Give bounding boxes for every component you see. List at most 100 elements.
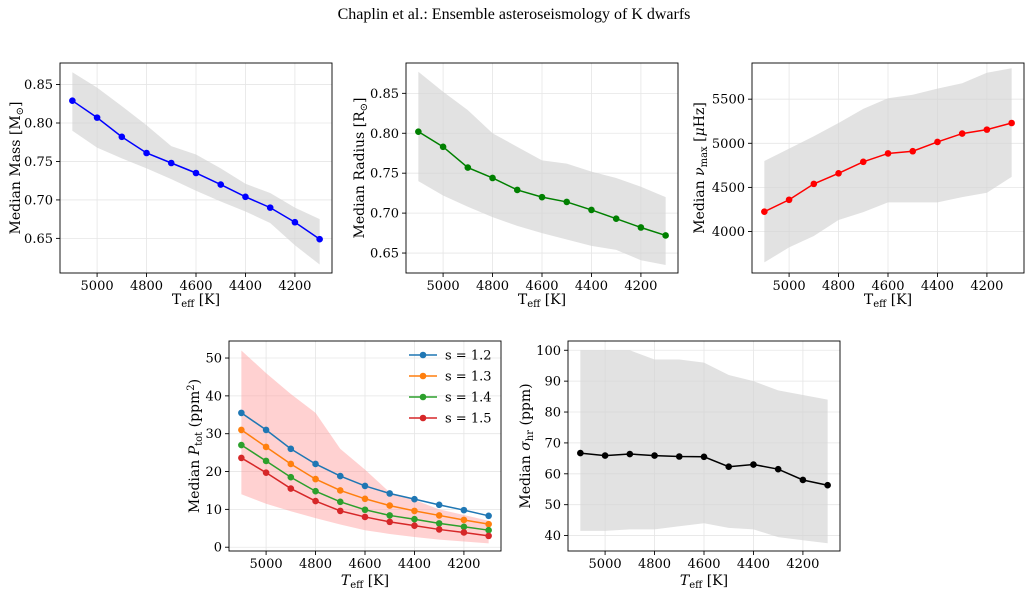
numax-point-0-1 [785,196,793,204]
sigma-xtick-label-0: 5000 [589,557,622,572]
mass-y-label: Median Mass [M⊙] [8,101,26,234]
sigma-point-0-6 [725,463,733,470]
sigma-point-0-7 [750,461,757,468]
ptot-point-3-6 [386,518,394,526]
numax-ytick-label-0: 4000 [712,225,745,240]
sigma-xtick-label-2: 4600 [687,557,720,572]
sigma-xtick-label-4: 4200 [786,557,819,572]
figure-title: Chaplin et al.: Ensemble asteroseismolog… [337,6,691,23]
ptot-point-3-5 [361,513,369,521]
mass-point-0-3 [143,149,150,157]
ptot-point-3-9 [460,529,468,536]
mass-ytick-label-2: 0.75 [24,155,53,170]
ptot-xtick-label-4: 4200 [447,557,480,572]
sigma-point-0-0 [577,449,584,457]
sigma-x-label: Teff [K] [680,573,728,591]
ptot-point-0-0 [238,409,245,417]
ptot-point-0-6 [386,490,394,497]
ptot-point-3-8 [435,526,443,533]
radius-xtick-label-4: 4200 [624,279,657,294]
ptot-legend-label-3: s = 1.5 [445,412,492,427]
mass-uncertainty-band [72,72,320,265]
ptot-ytick-label-2: 20 [205,465,222,480]
ptot-point-1-2 [287,460,295,468]
ptot-legend-marker-3 [419,414,427,422]
ptot-point-1-4 [336,487,344,494]
ptot-xtick-label-3: 4400 [398,557,431,572]
ptot-point-0-2 [287,445,295,453]
numax-xtick-label-3: 4400 [921,279,954,294]
ptot-xtick-label-1: 4800 [299,557,332,572]
sigma-ytick-label-6: 100 [536,344,561,359]
sigma-xtick-label-3: 4400 [737,557,770,572]
ptot-legend-marker-1 [419,372,427,380]
ptot-legend-label-0: s = 1.2 [445,349,492,364]
ptot-point-1-6 [386,502,394,509]
mass-point-0-8 [266,204,274,211]
mass-xtick-label-0: 5000 [81,279,114,294]
ptot-legend: s = 1.2 s = 1.3 s = 1.4 s = 1.5 [409,349,492,427]
ptot-point-0-3 [312,460,319,468]
radius-plot: 5000 4800 4600 4400 4200 0.65 0.70 0.75 0.80 0.85… [352,62,679,310]
radius-ytick-label-3: 0.80 [370,127,399,142]
numax-xtick-label-4: 4200 [970,279,1003,294]
numax-point-0-2 [810,180,818,188]
radius-point-0-9 [637,224,645,231]
numax-point-0-6 [909,147,917,155]
ptot-point-1-1 [262,443,270,451]
radius-point-0-8 [612,215,620,223]
ptot-y-label: Median Ptot (ppm2) [186,379,205,513]
mass-xtick-label-4: 4200 [278,279,311,294]
sigma-ytick-label-1: 50 [544,498,561,513]
mass-ytick-label-1: 0.70 [24,193,53,208]
radius-ytick-label-4: 0.85 [370,87,399,102]
radius-xtick-label-3: 4400 [575,279,608,294]
numax-xtick-label-0: 5000 [773,279,806,294]
ptot-point-0-8 [435,501,443,509]
radius-uncertainty-band [418,71,666,266]
numax-ytick-label-3: 5500 [712,93,745,108]
radius-xtick-label-1: 4800 [476,279,509,294]
numax-ytick-label-1: 4500 [712,181,745,196]
numax-xtick-label-1: 4800 [822,279,855,294]
numax-point-0-8 [958,130,966,137]
mass-point-0-2 [118,133,126,141]
mass-ytick-label-0: 0.65 [24,232,53,247]
mass-point-0-4 [167,159,175,167]
ptot-point-0-5 [361,482,369,490]
ptot-point-1-5 [361,495,369,503]
ptot-ytick-label-3: 30 [205,427,222,442]
mass-point-0-5 [192,169,200,177]
ptot-point-3-1 [262,469,270,476]
ptot-point-2-6 [386,512,394,519]
numax-point-0-10 [1008,119,1015,127]
radius-point-0-3 [489,174,496,182]
numax-plot: 5000 4800 4600 4400 4200 4000 4500 5000 5500 Tef… [692,62,1025,310]
ptot-legend-marker-2 [419,393,427,401]
ptot-point-3-4 [336,507,344,515]
ptot-point-1-8 [435,512,443,519]
ptot-legend-label-1: s = 1.3 [445,370,492,385]
sigma-ytick-label-4: 80 [544,406,561,421]
numax-point-0-0 [761,208,768,215]
sigma-ytick-label-2: 60 [544,467,561,482]
ptot-point-2-1 [262,457,270,465]
numax-x-label: Teff [K] [864,292,912,310]
sigma-ytick-label-5: 90 [544,375,561,390]
ptot-point-1-10 [485,520,492,528]
ptot-point-3-2 [287,485,295,492]
ptot-x-label: Teff [K] [341,573,389,591]
ptot-ytick-label-0: 0 [214,541,222,556]
radius-y-label: Median Radius [R⊙] [352,97,370,238]
ptot-xtick-label-0: 5000 [250,557,283,572]
numax-point-0-7 [934,138,941,146]
ptot-point-0-1 [262,426,270,434]
ptot-point-2-3 [312,487,319,495]
mass-point-0-9 [291,218,299,226]
mass-ytick-label-3: 0.80 [24,117,53,132]
sigma-point-0-9 [799,476,807,484]
